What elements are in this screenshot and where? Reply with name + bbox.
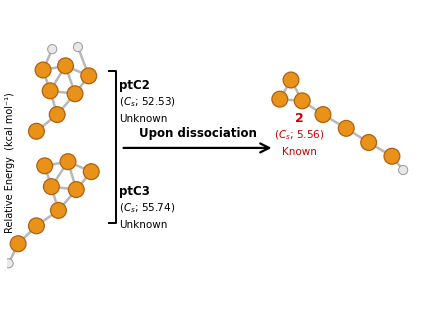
Text: ($\it{C_s}$; 5.56): ($\it{C_s}$; 5.56): [274, 129, 325, 142]
Text: ptC2: ptC2: [119, 79, 150, 92]
Circle shape: [315, 107, 331, 123]
Circle shape: [48, 45, 57, 54]
Circle shape: [338, 121, 354, 136]
Circle shape: [81, 68, 97, 84]
Circle shape: [83, 164, 99, 180]
Circle shape: [60, 154, 76, 170]
Circle shape: [272, 91, 288, 107]
Text: Known: Known: [282, 147, 317, 157]
Circle shape: [73, 43, 83, 52]
Text: Relative Energy  (kcal mol⁻¹): Relative Energy (kcal mol⁻¹): [5, 92, 15, 233]
Text: 2: 2: [295, 112, 304, 125]
Circle shape: [51, 202, 66, 218]
Circle shape: [4, 259, 13, 268]
Circle shape: [49, 107, 65, 123]
Circle shape: [29, 123, 44, 139]
Text: ($\it{C_s}$; 55.74): ($\it{C_s}$; 55.74): [119, 202, 176, 215]
Circle shape: [69, 182, 84, 198]
Circle shape: [361, 135, 377, 150]
Text: ptC3: ptC3: [119, 185, 150, 198]
Text: Unknown: Unknown: [119, 114, 168, 124]
Circle shape: [399, 165, 408, 175]
Circle shape: [35, 62, 51, 78]
Circle shape: [37, 158, 53, 174]
Circle shape: [384, 148, 400, 164]
Circle shape: [29, 218, 44, 234]
Circle shape: [42, 83, 58, 99]
Circle shape: [58, 58, 73, 74]
Circle shape: [283, 72, 299, 88]
Circle shape: [67, 86, 83, 102]
Text: Upon dissociation: Upon dissociation: [138, 127, 256, 140]
Text: ($\it{C_s}$; 52.53): ($\it{C_s}$; 52.53): [119, 95, 176, 109]
Circle shape: [294, 93, 310, 109]
Circle shape: [10, 236, 26, 252]
Text: Unknown: Unknown: [119, 220, 168, 230]
Circle shape: [43, 179, 59, 195]
